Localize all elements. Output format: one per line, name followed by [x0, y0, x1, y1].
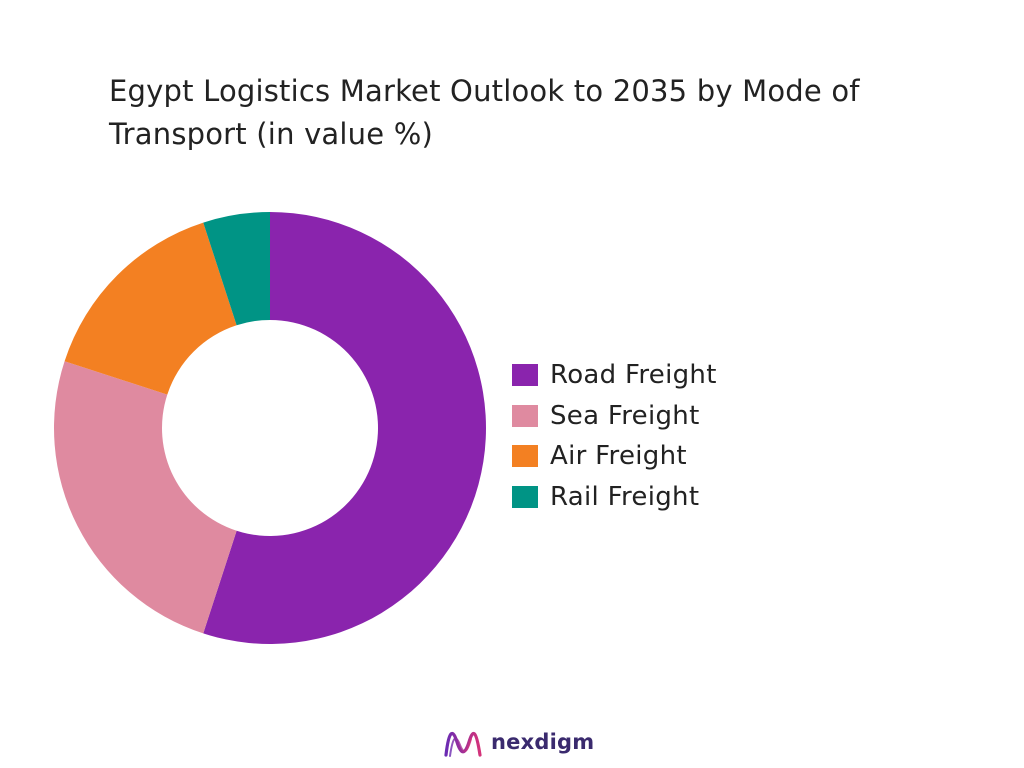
donut-slice-rail-freight — [203, 212, 270, 326]
chart-legend: Road Freight Sea Freight Air Freight Rai… — [512, 355, 717, 517]
legend-item-road-freight: Road Freight — [512, 355, 717, 396]
legend-item-rail-freight: Rail Freight — [512, 477, 717, 518]
legend-swatch-sea-freight — [512, 404, 538, 427]
chart-title: Egypt Logistics Market Outlook to 2035 b… — [109, 74, 860, 151]
legend-item-sea-freight: Sea Freight — [512, 396, 717, 437]
legend-label-road-freight: Road Freight — [550, 360, 717, 391]
legend-label-sea-freight: Sea Freight — [550, 400, 700, 431]
nexdigm-wave-logo-icon — [444, 731, 482, 757]
legend-label-air-freight: Air Freight — [550, 441, 687, 472]
legend-swatch-road-freight — [512, 364, 538, 387]
legend-label-rail-freight: Rail Freight — [550, 481, 700, 512]
donut-slice-road-freight — [203, 212, 487, 645]
donut-slice-sea-freight — [53, 361, 237, 634]
brand-name: nexdigm — [491, 730, 595, 754]
brand-footer: nexdigm — [443, 722, 594, 762]
legend-swatch-air-freight — [512, 445, 538, 468]
legend-swatch-rail-freight — [512, 485, 538, 508]
donut-slice-air-freight — [64, 222, 237, 395]
legend-item-air-freight: Air Freight — [512, 436, 717, 477]
